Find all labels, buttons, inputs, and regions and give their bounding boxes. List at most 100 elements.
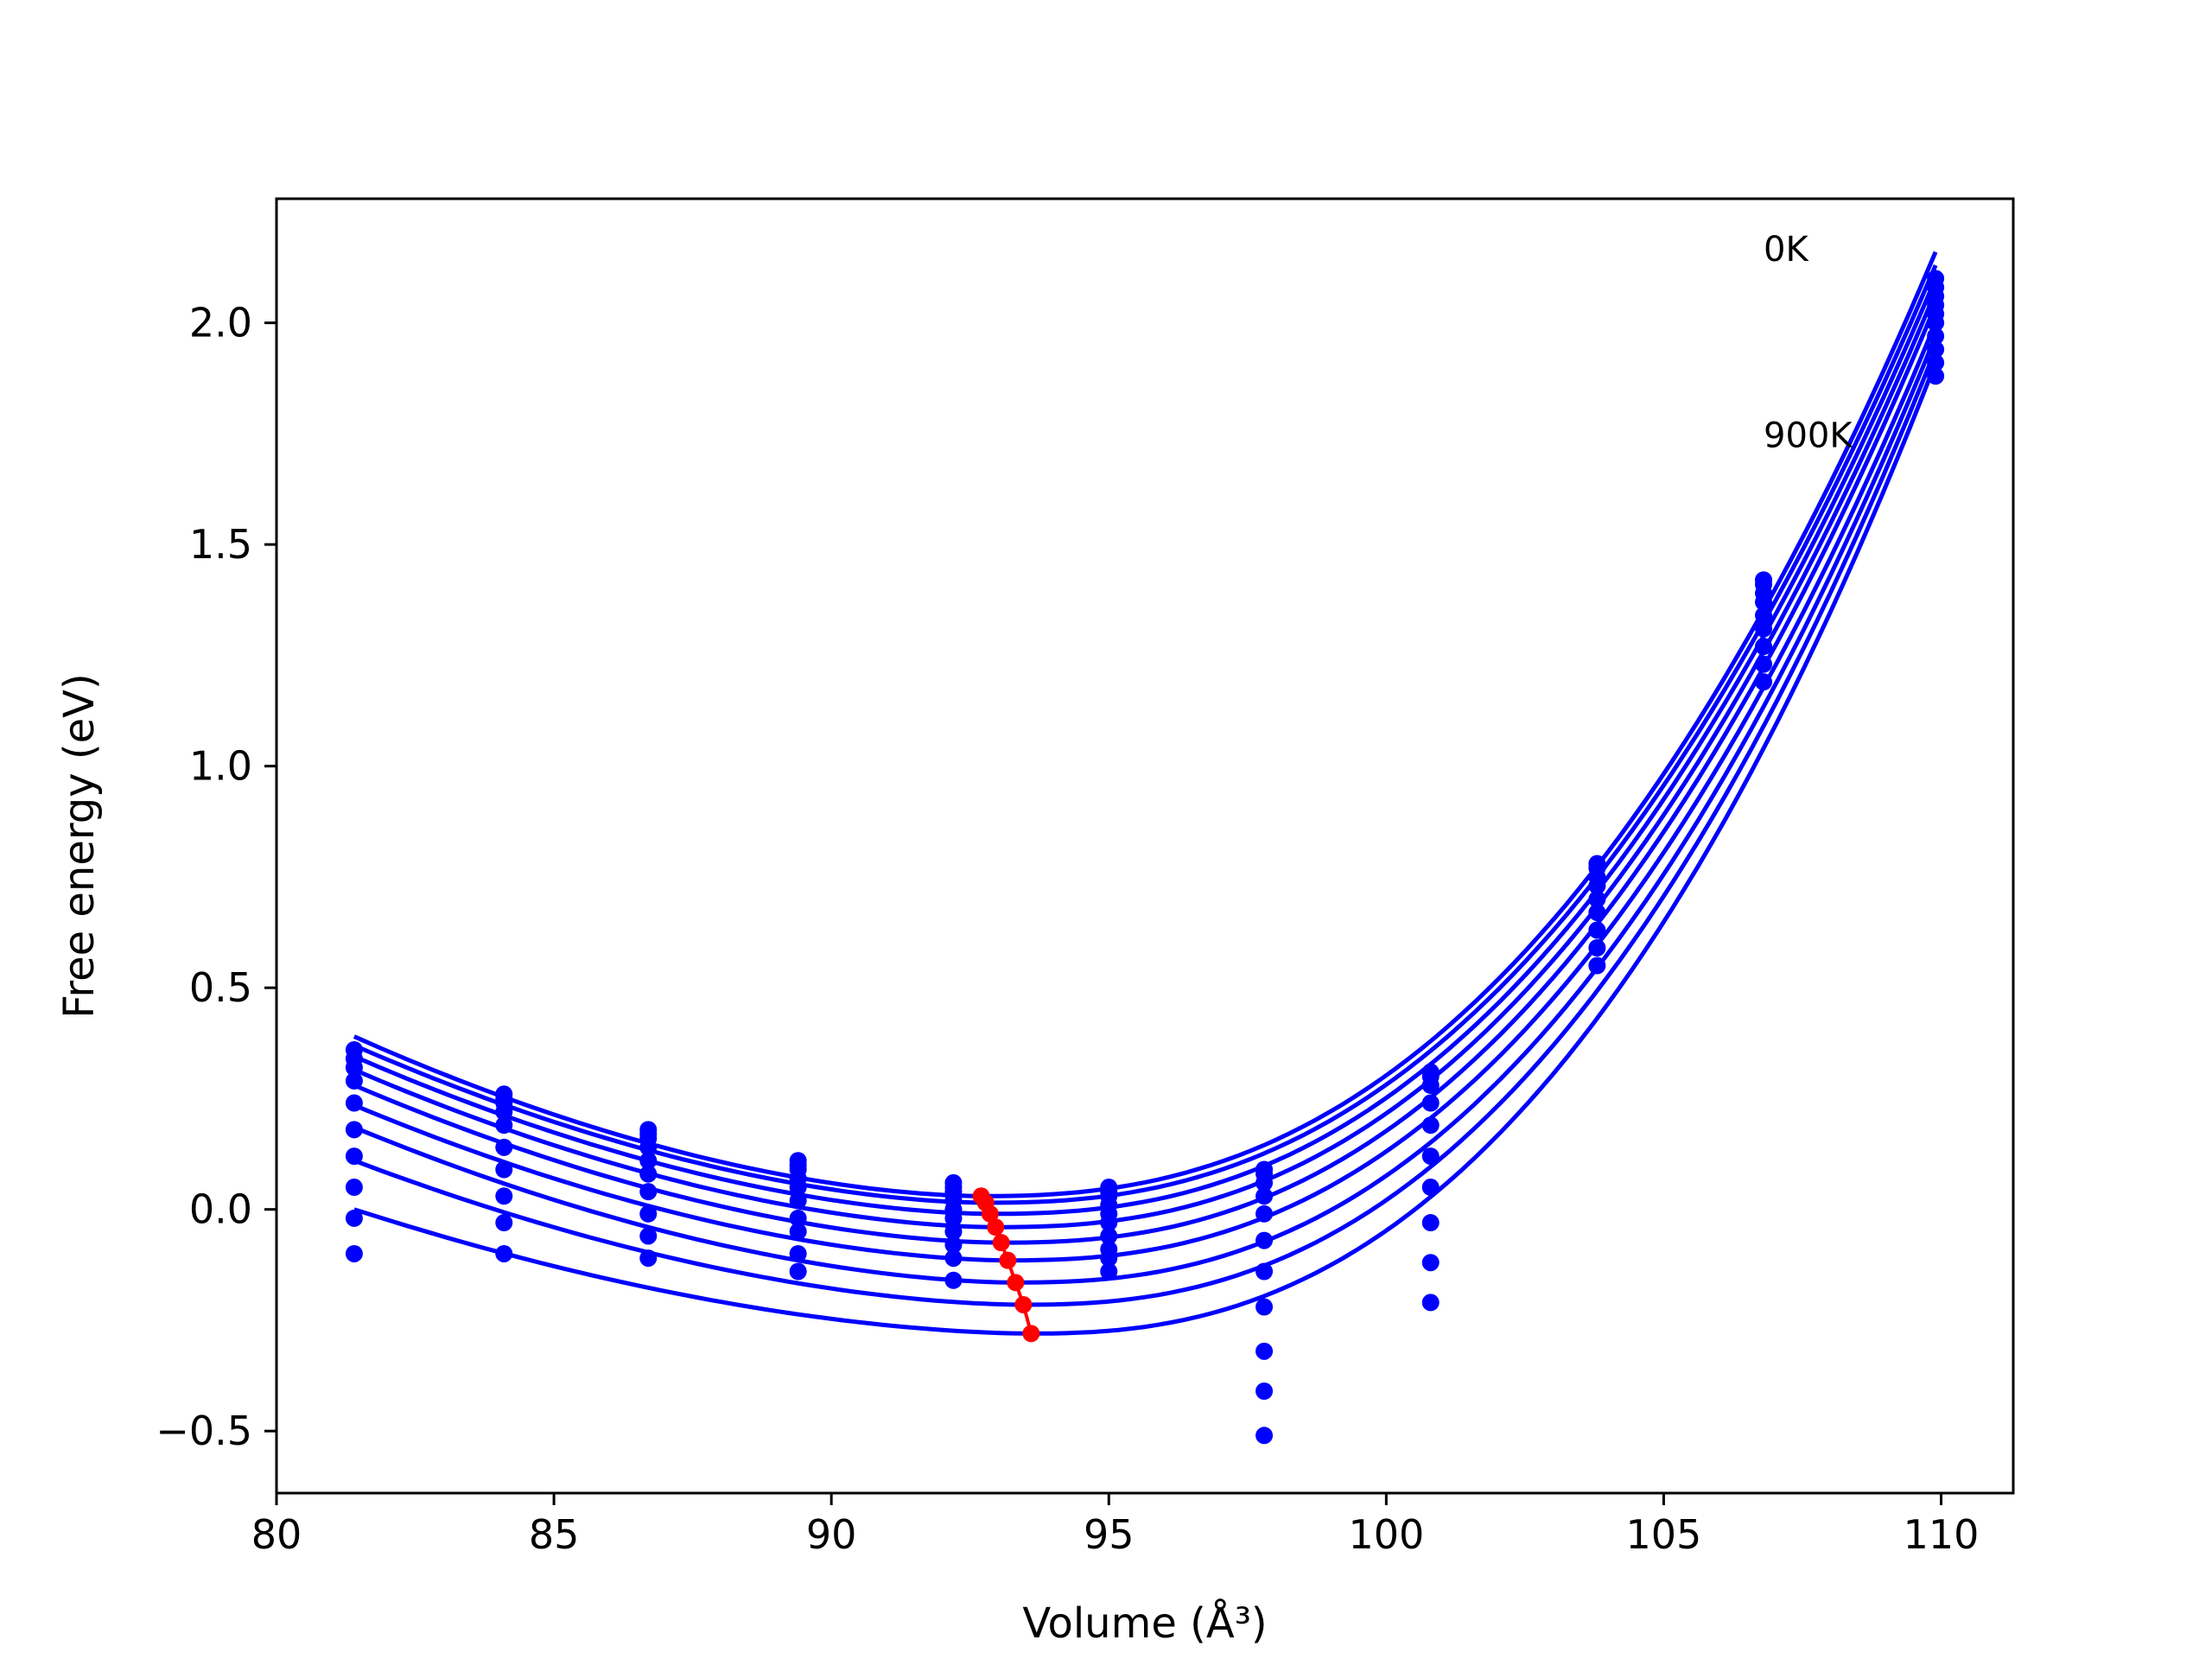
fit-curve-8	[353, 361, 1938, 1336]
x-tick-label-100: 100	[1348, 1511, 1424, 1558]
data-point-10-9	[1927, 367, 1945, 385]
data-point-9-6	[1755, 638, 1773, 656]
y-tick-label-0.5: 0.5	[189, 964, 252, 1011]
data-point-10-7	[1927, 340, 1945, 359]
data-point-6-2	[1255, 1173, 1274, 1192]
y-tick-label-1.5: 1.5	[189, 521, 252, 568]
data-point-9-5	[1755, 620, 1773, 638]
data-point-0-9	[345, 1244, 363, 1262]
data-point-9-7	[1755, 655, 1773, 673]
x-tick-label-80: 80	[251, 1511, 302, 1558]
data-point-9-8	[1755, 673, 1773, 691]
data-point-3-4	[789, 1179, 807, 1197]
y-tick-label-1: 1.0	[189, 743, 252, 790]
data-point-6-8	[1255, 1342, 1274, 1360]
data-point-9-3	[1755, 593, 1773, 611]
fit-curve-4	[353, 304, 1938, 1245]
data-point-4-5	[944, 1209, 963, 1227]
axis-ticks: 80 85 90 95 100 105 110 −0.5 0.0 0.5 1.0 1.5 2.0	[156, 300, 1979, 1558]
minima-point-4	[992, 1234, 1010, 1252]
data-point-0-3	[345, 1071, 363, 1090]
data-point-4-8	[944, 1249, 963, 1268]
data-point-10-6	[1927, 327, 1945, 346]
data-point-9-4	[1755, 607, 1773, 625]
x-tick-label-90: 90	[806, 1511, 857, 1558]
data-point-5-8	[1100, 1249, 1118, 1268]
data-point-4-6	[944, 1223, 963, 1241]
data-point-3-6	[789, 1209, 807, 1227]
data-point-6-3	[1255, 1187, 1274, 1205]
data-point-1-6	[495, 1160, 513, 1179]
data-point-7-9	[1421, 1294, 1440, 1312]
fit-curve-6	[353, 335, 1938, 1285]
data-point-3-8	[789, 1244, 807, 1262]
data-point-4-9	[944, 1271, 963, 1289]
data-point-8-7	[1588, 938, 1606, 957]
y-tick-label--0.5: −0.5	[156, 1408, 252, 1454]
minima-point-8	[1022, 1325, 1040, 1343]
data-point-6-6	[1255, 1262, 1274, 1281]
annotation-0: 0K	[1764, 230, 1809, 270]
minima-point-6	[1007, 1274, 1025, 1292]
data-point-3-9	[789, 1262, 807, 1281]
x-tick-label-105: 105	[1626, 1511, 1702, 1558]
data-point-7-4	[1421, 1116, 1440, 1135]
data-point-6-9	[1255, 1382, 1274, 1401]
data-point-2-3	[639, 1138, 658, 1156]
x-tick-label-85: 85	[529, 1511, 580, 1558]
data-point-5-5	[1100, 1214, 1118, 1232]
data-point-6-4	[1255, 1205, 1274, 1223]
axes-frame	[275, 197, 2015, 1495]
fit-curve-5	[353, 321, 1938, 1263]
y-tick-label-0: 0.0	[189, 1186, 252, 1233]
data-point-8-6	[1588, 921, 1606, 939]
minima-point-3	[987, 1218, 1005, 1236]
fit-curve-3	[353, 290, 1938, 1230]
data-point-0-5	[345, 1121, 363, 1139]
data-point-8-3	[1588, 877, 1606, 895]
data-point-2-6	[639, 1183, 658, 1201]
data-point-6-7	[1255, 1298, 1274, 1316]
data-point-1-7	[495, 1187, 513, 1205]
annotations: 0K 900K	[1764, 230, 1853, 455]
data-point-1-4	[495, 1116, 513, 1135]
data-point-0-7	[345, 1179, 363, 1197]
x-tick-label-95: 95	[1084, 1511, 1135, 1558]
x-axis-label: Volume (Å³)	[1022, 1599, 1267, 1648]
data-point-6-10	[1255, 1427, 1274, 1445]
data-point-2-5	[639, 1165, 658, 1183]
minima-point-2	[981, 1205, 999, 1223]
fit-curve-1	[353, 264, 1938, 1205]
data-point-4-7	[944, 1236, 963, 1254]
data-point-7-2	[1421, 1077, 1440, 1095]
annotation-1: 900K	[1764, 416, 1853, 455]
data-point-7-6	[1421, 1179, 1440, 1197]
data-point-1-9	[495, 1244, 513, 1262]
data-point-0-2	[345, 1058, 363, 1077]
data-point-7-5	[1421, 1147, 1440, 1166]
data-point-0-8	[345, 1209, 363, 1227]
fit-curve-7	[353, 348, 1938, 1307]
data-point-1-3	[495, 1103, 513, 1121]
data-point-2-7	[639, 1205, 658, 1223]
minima-point-7	[1014, 1295, 1033, 1313]
data-point-3-7	[789, 1223, 807, 1241]
data-point-2-9	[639, 1249, 658, 1268]
data-point-2-4	[639, 1152, 658, 1170]
data-point-6-5	[1255, 1231, 1274, 1249]
data-point-7-7	[1421, 1214, 1440, 1232]
plot-area	[345, 251, 1945, 1445]
data-point-0-6	[345, 1147, 363, 1166]
fit-curve-2	[353, 277, 1938, 1217]
y-tick-label-2: 2.0	[189, 300, 252, 346]
data-point-8-5	[1588, 903, 1606, 921]
data-point-3-5	[789, 1192, 807, 1210]
y-axis-label: Free energy (eV)	[55, 673, 104, 1018]
data-point-8-4	[1588, 890, 1606, 908]
data-point-0-4	[345, 1094, 363, 1112]
minima-point-5	[999, 1251, 1017, 1269]
data-point-2-8	[639, 1227, 658, 1245]
data-point-7-3	[1421, 1094, 1440, 1112]
